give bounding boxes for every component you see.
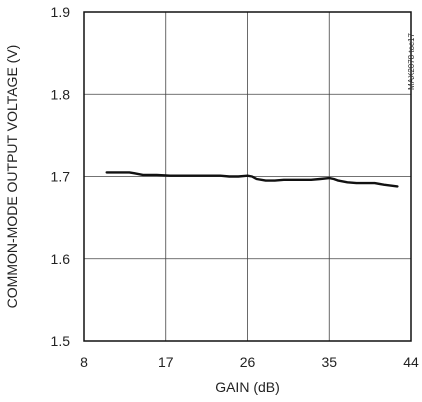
x-axis-ticks: 8 17 26 35 44 [80, 354, 419, 370]
y-tick-label: 1.7 [51, 169, 71, 185]
chart-reference-note: MAX2078 toc17 [407, 33, 416, 90]
plot-frame [83, 11, 412, 342]
y-tick-label: 1.5 [51, 333, 71, 349]
x-tick-label: 35 [321, 354, 337, 370]
y-axis-label: COMMON-MODE OUTPUT VOLTAGE (V) [4, 45, 20, 309]
x-axis-label: GAIN (dB) [215, 379, 280, 395]
x-tick-label: 44 [403, 354, 419, 370]
x-tick-label: 8 [80, 354, 88, 370]
x-tick-label: 26 [240, 354, 256, 370]
y-axis-ticks: 1.5 1.6 1.7 1.8 1.9 [51, 4, 71, 349]
y-tick-label: 1.6 [51, 251, 71, 267]
x-tick-label: 17 [158, 354, 174, 370]
series-line [105, 171, 399, 188]
y-tick-label: 1.8 [51, 86, 71, 102]
y-tick-label: 1.9 [51, 4, 71, 20]
